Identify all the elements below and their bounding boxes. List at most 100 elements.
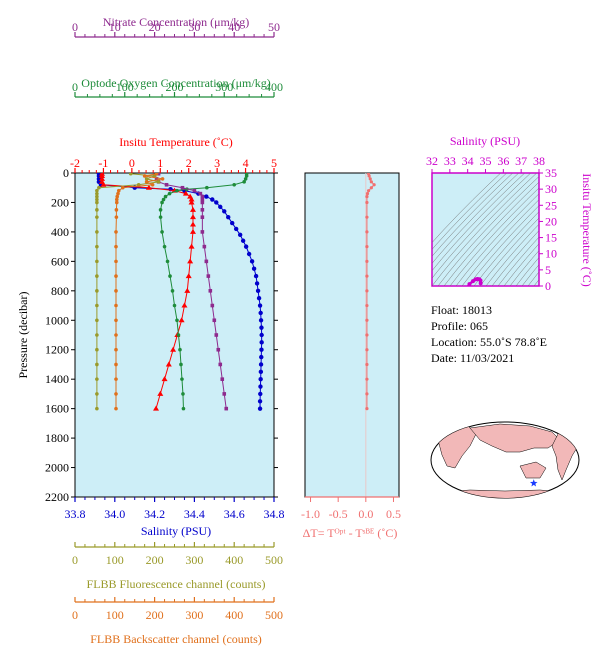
delta-t-point [365,303,369,308]
backscatter-axis-label: FLBB Backscatter channel (counts) [90,632,262,646]
ts-point [467,282,472,286]
nitrate-point [180,185,185,190]
delta-t-axis-label: ΔT= Tᴼᵖᵗ - Tˢᴮᴱ (˚C) [303,526,398,540]
temperature-point [189,214,196,220]
backscatter-point [114,215,119,219]
ts-density-contour [491,230,539,286]
temperature-tick-label: 0 [129,156,135,170]
temperature-point [170,346,177,352]
float-location-marker [529,479,538,487]
delta-t-point [366,189,371,193]
fluorescence-tick-label: 300 [185,553,203,567]
salinity-point [249,259,255,264]
backscatter-point [114,333,118,337]
nitrate-point [212,318,217,323]
ts-density-contour [515,257,539,286]
salinity-tick-label: 34.2 [144,507,165,521]
ts-salinity-tick-label: 35 [480,154,492,168]
backscatter-tick-label: 500 [265,608,283,622]
temperature-point [153,405,160,411]
oxygen-point [181,392,185,396]
oxygen-tick-label: 200 [166,80,184,94]
backscatter-point [142,174,147,178]
ts-density-contour [437,176,539,286]
oxygen-tick-label: 400 [265,80,283,94]
fluorescence-tick-label: 400 [225,553,243,567]
backscatter-point [114,392,118,396]
backscatter-point [160,177,165,181]
temperature-tick-label: 4 [243,156,249,170]
ts-temperature-tick-label: 0 [545,279,551,293]
delta-t-point [365,318,369,322]
fluorescence-point [95,362,99,367]
oxygen-point [172,303,177,308]
fluorescence-point [95,392,99,396]
nitrate-point [210,303,215,308]
temperature-point [99,173,106,178]
ts-temperature-tick-label: 20 [545,214,557,228]
ts-salinity-tick-label: 32 [426,154,438,168]
nitrate-point [156,173,161,176]
oxygen-point [160,230,164,234]
backscatter-point [114,197,119,202]
ts-density-contour [432,173,532,279]
salinity-point [259,340,264,345]
nitrate-tick-label: 30 [188,20,200,34]
fluorescence-profile-line [96,173,159,409]
ts-density-contour [432,173,520,264]
pressure-tick-label: 200 [51,195,69,209]
salinity-point [243,244,249,249]
backscatter-point [115,194,119,199]
profile-number: Profile: 065 [431,319,488,333]
backscatter-point [114,362,118,367]
oxygen-point [244,174,249,178]
nitrate-point [192,188,197,193]
salinity-point [210,197,215,202]
pressure-tick-label: 1800 [45,431,69,445]
nitrate-point [216,347,221,352]
profile-panel [74,172,275,498]
nitrate-point [164,182,169,187]
pressure-tick-label: 1000 [45,313,69,327]
salinity-point [259,332,264,338]
nitrate-point [204,259,209,264]
ts-temperature-tick-label: 30 [545,182,557,196]
oxygen-tick-label: 100 [116,80,134,94]
temperature-point [161,376,168,382]
salinity-point [253,273,259,279]
temperature-tick-label: 2 [186,156,192,170]
nitrate-axis-label: Nitrate Concentration (μm/kg) [103,15,249,29]
ts-salinity-label: Salinity (PSU) [450,134,520,148]
ts-density-contour [467,205,539,286]
ts-temperature-tick-label: 10 [545,247,557,261]
temperature-tick-label: -1 [98,156,108,170]
fluorescence-point [95,230,99,234]
pressure-axis-label: Pressure (decibar) [16,292,30,379]
oxygen-point [170,289,175,293]
salinity-point [258,369,264,375]
nitrate-tick-label: 10 [109,20,121,34]
map-land-asia [469,423,561,453]
backscatter-point [114,259,118,264]
ts-density-contour [432,173,526,272]
ts-density-contour [509,250,539,286]
salinity-tick-label: 34.6 [224,507,245,521]
ts-density-contour [497,236,539,286]
pressure-tick-label: 2000 [45,461,69,475]
temperature-point [188,196,195,202]
ts-temperature-tick-label: 5 [545,263,551,277]
salinity-tick-label: 34.8 [264,507,285,521]
salinity-point [222,209,227,214]
salinity-point [230,220,235,226]
ts-salinity-tick-label: 36 [497,154,509,168]
oxygen-point [205,185,209,190]
nitrate-point [218,362,223,367]
pressure-tick-label: 400 [51,225,69,239]
fluorescence-point [95,377,99,381]
profile-axes: 0200400600800100012001400160018002000220… [45,20,285,622]
delta-t-point [365,362,369,367]
salinity-point [258,376,263,382]
salinity-point [256,295,262,301]
ts-axes: 32 33 34 35 36 37 38 0 5 10 15 20 25 30 35 [426,154,557,293]
